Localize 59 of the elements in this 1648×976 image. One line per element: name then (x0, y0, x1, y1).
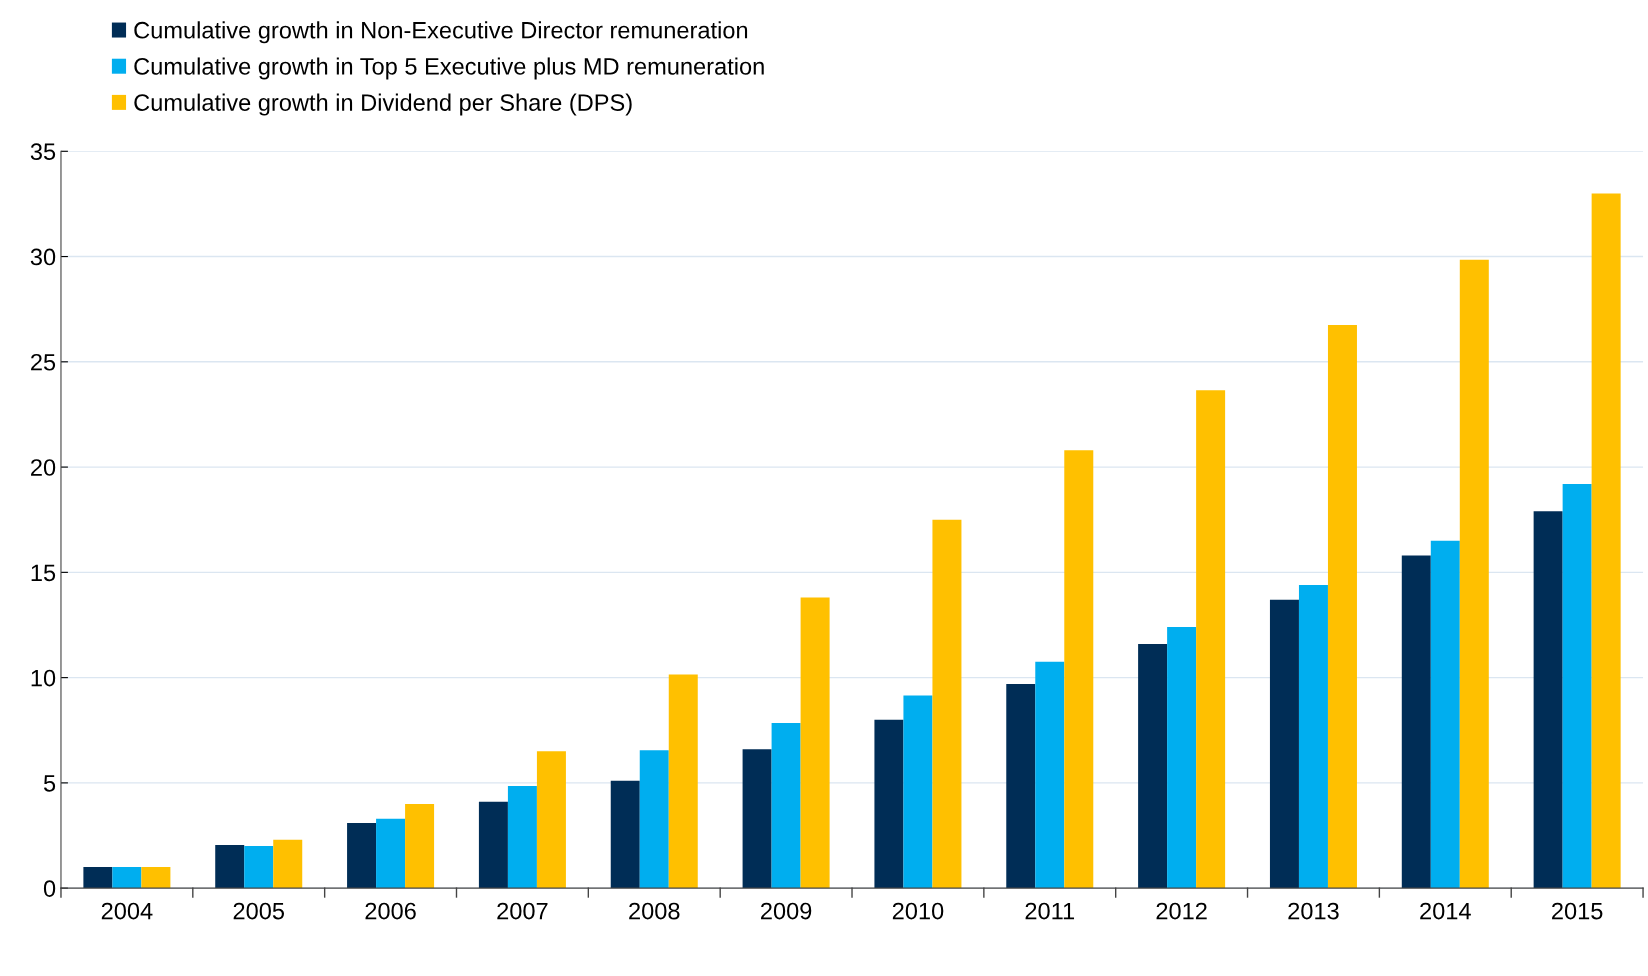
x-tick-label: 2012 (1156, 902, 1207, 920)
bar (112, 867, 142, 889)
x-tick-label: 2008 (629, 902, 680, 920)
bar (1591, 193, 1621, 889)
x-tick-label: 2011 (1025, 902, 1075, 920)
bar (536, 751, 566, 889)
legend-label: Cumulative growth in Dividend per Share (DPS) (134, 93, 632, 116)
x-tick-label: 2007 (497, 902, 548, 920)
bar (1064, 450, 1094, 889)
bar (639, 750, 669, 889)
bar (1298, 584, 1328, 889)
bar (83, 867, 113, 889)
x-tick-label: 2010 (892, 902, 944, 920)
bar (141, 867, 171, 889)
bar (507, 786, 537, 889)
bar (1562, 483, 1592, 889)
bar (742, 749, 772, 889)
bar (376, 818, 406, 889)
legend-label: Cumulative growth in Non-Executive Director remuneration (134, 21, 748, 44)
bar (874, 719, 904, 889)
bar (244, 846, 274, 889)
y-tick-label: 35 (30, 143, 56, 161)
x-tick-label: 2005 (233, 902, 285, 920)
bar (1196, 390, 1226, 889)
legend-label: Cumulative growth in Top 5 Executive plus MD remuneration (134, 57, 764, 80)
bar (215, 845, 245, 889)
x-tick-label: 2009 (761, 902, 812, 920)
y-tick-label: 5 (43, 775, 56, 792)
bar (1269, 599, 1299, 889)
bar (903, 695, 933, 889)
bar (1138, 643, 1168, 889)
x-tick-label: 2004 (101, 902, 153, 920)
x-tick-label: 2015 (1552, 902, 1603, 920)
bar (1533, 511, 1563, 889)
x-tick-label: 2006 (365, 902, 416, 920)
bar (1401, 555, 1431, 889)
bar (405, 803, 435, 889)
bar (347, 822, 377, 889)
bar (771, 722, 801, 889)
bar (668, 674, 698, 889)
bar (1035, 661, 1065, 889)
y-tick-label: 30 (30, 248, 56, 266)
bar (610, 780, 640, 889)
bar (273, 839, 303, 889)
y-tick-label: 20 (31, 459, 56, 476)
bar (1006, 683, 1036, 889)
bar (1430, 540, 1460, 889)
y-tick-label: 15 (31, 564, 56, 582)
bar (1327, 324, 1357, 889)
bar (932, 519, 962, 889)
bar (1167, 627, 1197, 889)
x-tick-label: 2013 (1288, 902, 1339, 920)
y-tick-label: 0 (43, 880, 56, 897)
y-tick-label: 10 (31, 669, 56, 687)
y-tick-label: 25 (31, 353, 56, 371)
x-tick-label: 2014 (1420, 902, 1471, 920)
bar (478, 801, 508, 889)
bar (1459, 259, 1489, 889)
bar (800, 597, 830, 889)
